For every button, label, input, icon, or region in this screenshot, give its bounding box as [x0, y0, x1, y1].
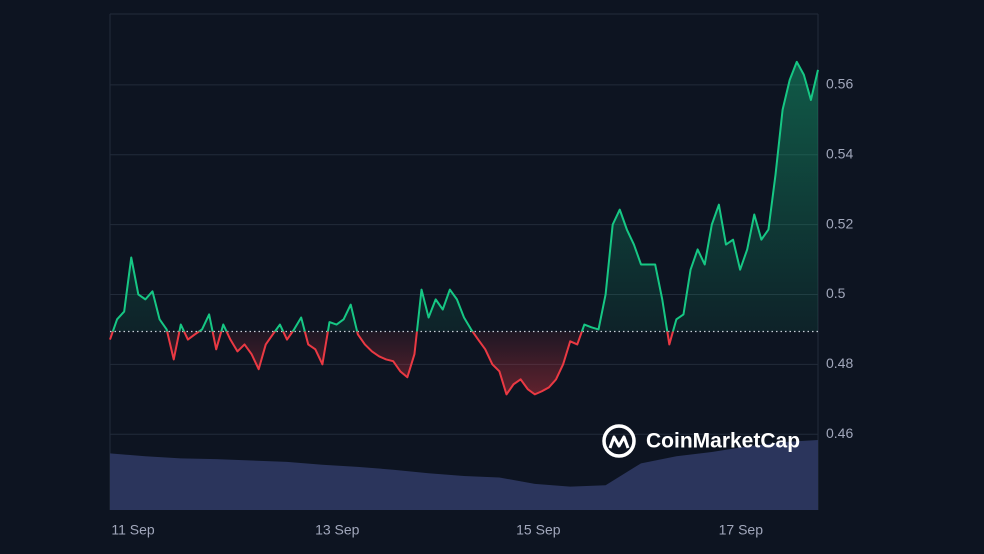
y-tick-label: 0.52 — [826, 215, 853, 231]
x-tick-label: 17 Sep — [719, 522, 764, 538]
y-tick-label: 0.46 — [826, 425, 853, 441]
watermark-text: CoinMarketCap — [646, 430, 800, 453]
price-line — [109, 60, 819, 396]
watermark: CoinMarketCap — [602, 424, 800, 458]
y-tick-label: 0.48 — [826, 355, 853, 371]
x-tick-label: 15 Sep — [516, 522, 561, 538]
y-tick-label: 0.56 — [826, 76, 853, 92]
area-fill — [110, 61, 818, 395]
volume-area — [110, 440, 818, 510]
x-tick-label: 13 Sep — [315, 522, 360, 538]
y-tick-label: 0.5 — [826, 285, 846, 301]
y-tick-label: 0.54 — [826, 145, 853, 161]
x-tick-label: 11 Sep — [111, 522, 155, 538]
